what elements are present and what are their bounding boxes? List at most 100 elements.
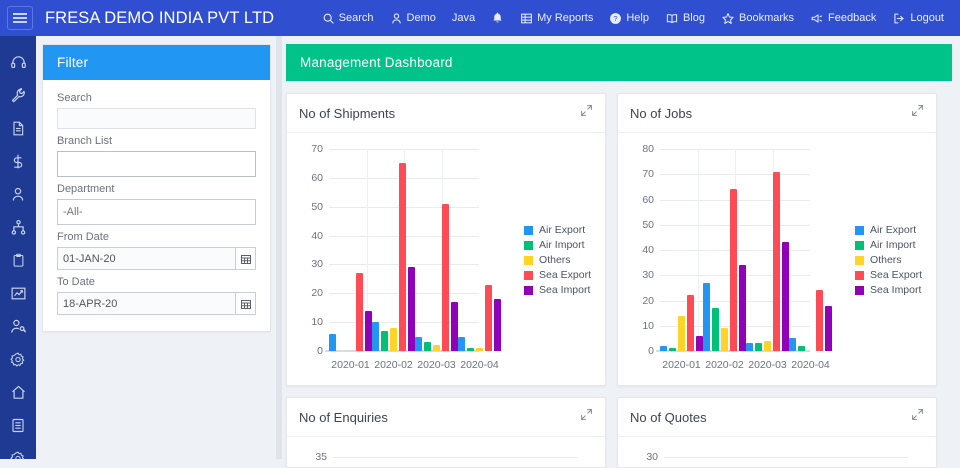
sidebar-item-masters[interactable] bbox=[0, 409, 36, 442]
table-icon bbox=[521, 13, 532, 23]
legend-item[interactable]: Others bbox=[855, 254, 922, 266]
bar[interactable] bbox=[703, 282, 710, 351]
dollar-icon bbox=[13, 154, 23, 169]
legend-item[interactable]: Air Export bbox=[524, 224, 591, 236]
bar[interactable] bbox=[816, 290, 823, 351]
bar[interactable] bbox=[476, 348, 483, 351]
to-date-calendar-button[interactable] bbox=[235, 292, 256, 315]
y-axis-tick-label: 40 bbox=[311, 229, 323, 242]
bar[interactable] bbox=[739, 265, 746, 351]
y-axis-tick-label: 60 bbox=[642, 193, 654, 206]
bar[interactable] bbox=[789, 338, 796, 351]
nav-my-reports[interactable]: My Reports bbox=[512, 0, 601, 36]
branch-list-input[interactable] bbox=[57, 151, 256, 177]
sidebar-item-support[interactable] bbox=[0, 46, 36, 79]
bar[interactable] bbox=[746, 343, 753, 351]
nav-notifications[interactable] bbox=[483, 0, 512, 36]
bar[interactable] bbox=[687, 295, 694, 351]
bar[interactable] bbox=[494, 299, 501, 351]
sidebar-item-user-access[interactable] bbox=[0, 310, 36, 343]
bar[interactable] bbox=[730, 189, 737, 351]
sidebar-item-home[interactable] bbox=[0, 376, 36, 409]
expand-icon[interactable] bbox=[911, 104, 924, 122]
nav-java[interactable]: Java bbox=[444, 0, 483, 36]
from-date-calendar-button[interactable] bbox=[235, 247, 256, 270]
sidebar-item-reports[interactable] bbox=[0, 277, 36, 310]
bar[interactable] bbox=[442, 203, 449, 351]
bar[interactable] bbox=[669, 348, 676, 351]
expand-icon[interactable] bbox=[580, 104, 593, 122]
bar[interactable] bbox=[485, 284, 492, 351]
y-axis-tick-label: 50 bbox=[642, 218, 654, 231]
legend-item[interactable]: Sea Export bbox=[855, 269, 922, 281]
menu-icon[interactable] bbox=[7, 6, 33, 30]
to-date-input[interactable] bbox=[57, 292, 236, 315]
legend-item[interactable]: Sea Export bbox=[524, 269, 591, 281]
sidebar-item-tools[interactable] bbox=[0, 79, 36, 112]
bar[interactable] bbox=[390, 327, 397, 351]
logout-icon bbox=[894, 13, 905, 23]
legend-item[interactable]: Others bbox=[524, 254, 591, 266]
bar[interactable] bbox=[825, 305, 832, 351]
legend-item[interactable]: Sea Import bbox=[855, 284, 922, 296]
from-date-input[interactable] bbox=[57, 247, 236, 270]
department-select[interactable] bbox=[57, 199, 256, 225]
nav-help[interactable]: ? Help bbox=[601, 0, 657, 36]
legend-label: Air Import bbox=[870, 239, 916, 251]
legend-swatch bbox=[855, 285, 865, 295]
bar[interactable] bbox=[721, 328, 728, 351]
expand-icon[interactable] bbox=[580, 408, 593, 426]
sidebar-item-configuration[interactable] bbox=[0, 442, 36, 459]
legend-item[interactable]: Air Import bbox=[855, 239, 922, 251]
home-icon bbox=[11, 385, 25, 399]
sidebar-item-documents[interactable] bbox=[0, 112, 36, 145]
nav-blog[interactable]: Blog bbox=[657, 0, 713, 36]
bar[interactable] bbox=[451, 301, 458, 351]
bar[interactable] bbox=[329, 333, 336, 351]
nav-user[interactable]: Demo bbox=[382, 0, 444, 36]
bar[interactable] bbox=[764, 340, 771, 351]
bar[interactable] bbox=[696, 335, 703, 351]
nav-feedback[interactable]: Feedback bbox=[802, 0, 884, 36]
card-body: 0 10 20 30 40 50 60 70 2020-01 2020-02 2020-03 2020… bbox=[287, 133, 605, 385]
legend-item[interactable]: Air Import bbox=[524, 239, 591, 251]
vertical-scrollbar[interactable] bbox=[272, 36, 286, 459]
legend-item[interactable]: Air Export bbox=[855, 224, 922, 236]
dashboard-chart-grid: No of Shipments 0 10 20 30 40 50 60 70 2020-01 20… bbox=[286, 81, 952, 468]
bar[interactable] bbox=[408, 267, 415, 351]
sidebar-item-organization[interactable] bbox=[0, 211, 36, 244]
bar[interactable] bbox=[467, 348, 474, 351]
bar[interactable] bbox=[773, 171, 780, 351]
expand-icon[interactable] bbox=[911, 408, 924, 426]
bar[interactable] bbox=[399, 163, 406, 351]
bar[interactable] bbox=[365, 310, 372, 351]
plot-area: 0 10 20 30 40 50 60 70 2020-01 2020-02 2020-03 2020… bbox=[311, 143, 501, 371]
bar[interactable] bbox=[433, 345, 440, 351]
sidebar-item-customers[interactable] bbox=[0, 178, 36, 211]
bar[interactable] bbox=[782, 242, 789, 351]
bar[interactable] bbox=[415, 336, 422, 351]
nav-user-label: Demo bbox=[406, 12, 436, 24]
bar[interactable] bbox=[660, 345, 667, 351]
bar[interactable] bbox=[678, 315, 685, 351]
bar[interactable] bbox=[424, 342, 431, 351]
bell-icon bbox=[493, 12, 502, 23]
sidebar-item-tasks[interactable] bbox=[0, 244, 36, 277]
bar[interactable] bbox=[798, 345, 805, 351]
bar[interactable] bbox=[712, 308, 719, 351]
sidebar-item-settings[interactable] bbox=[0, 343, 36, 376]
nav-search[interactable]: Search bbox=[314, 0, 382, 36]
plot-area: 0 10 20 30 40 50 60 70 80 2020-01 2020-02 2020-03 20… bbox=[642, 143, 832, 371]
bar[interactable] bbox=[755, 343, 762, 351]
bar[interactable] bbox=[356, 273, 363, 351]
search-input[interactable] bbox=[57, 108, 256, 129]
sidebar-item-finance[interactable] bbox=[0, 145, 36, 178]
bar[interactable] bbox=[458, 336, 465, 351]
y-axis-tick-label: 30 bbox=[646, 451, 658, 463]
nav-bookmarks[interactable]: Bookmarks bbox=[713, 0, 802, 36]
legend-item[interactable]: Sea Import bbox=[524, 284, 591, 296]
nav-my-reports-label: My Reports bbox=[537, 12, 594, 24]
bar[interactable] bbox=[381, 330, 388, 351]
nav-logout[interactable]: Logout bbox=[884, 0, 952, 36]
bar[interactable] bbox=[372, 322, 379, 351]
